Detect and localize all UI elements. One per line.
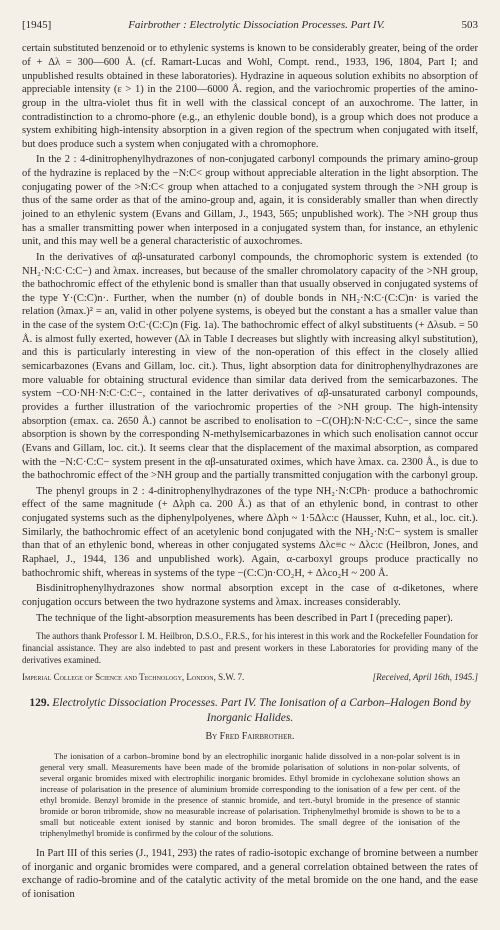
paragraph-6: The technique of the light-absorption me… xyxy=(22,612,478,626)
affiliation-institution: Imperial College of Science and Technolo… xyxy=(22,672,244,684)
article-number: 129. xyxy=(29,697,49,709)
affiliation-line: Imperial College of Science and Technolo… xyxy=(22,672,478,684)
running-header: [1945] Fairbrother : Electrolytic Dissoc… xyxy=(22,18,478,32)
footnote-paragraph: In Part III of this series (J., 1941, 29… xyxy=(22,847,478,902)
header-running-title: Fairbrother : Electrolytic Dissociation … xyxy=(51,18,461,32)
acknowledgement: The authors thank Professor I. M. Heilbr… xyxy=(22,631,478,666)
received-date: [Received, April 16th, 1945.] xyxy=(373,672,478,684)
header-page-number: 503 xyxy=(462,18,479,32)
article-byline: By Fred Fairbrother. xyxy=(22,730,478,743)
paragraph-4: The phenyl groups in 2 : 4-dinitrophenyl… xyxy=(22,485,478,580)
article-title-text: Electrolytic Dissociation Processes. Par… xyxy=(52,697,470,724)
paragraph-5: Bisdinitrophenylhydrazones show normal a… xyxy=(22,582,478,609)
paragraph-2: In the 2 : 4-dinitrophenylhydrazones of … xyxy=(22,153,478,248)
paragraph-1: certain substituted benzenoid or to ethy… xyxy=(22,42,478,151)
article-title: 129. Electrolytic Dissociation Processes… xyxy=(22,696,478,726)
paragraph-3: In the derivatives of αβ-unsaturated car… xyxy=(22,251,478,483)
abstract: The ionisation of a carbon–bromine bond … xyxy=(40,751,460,839)
header-year: [1945] xyxy=(22,18,51,32)
